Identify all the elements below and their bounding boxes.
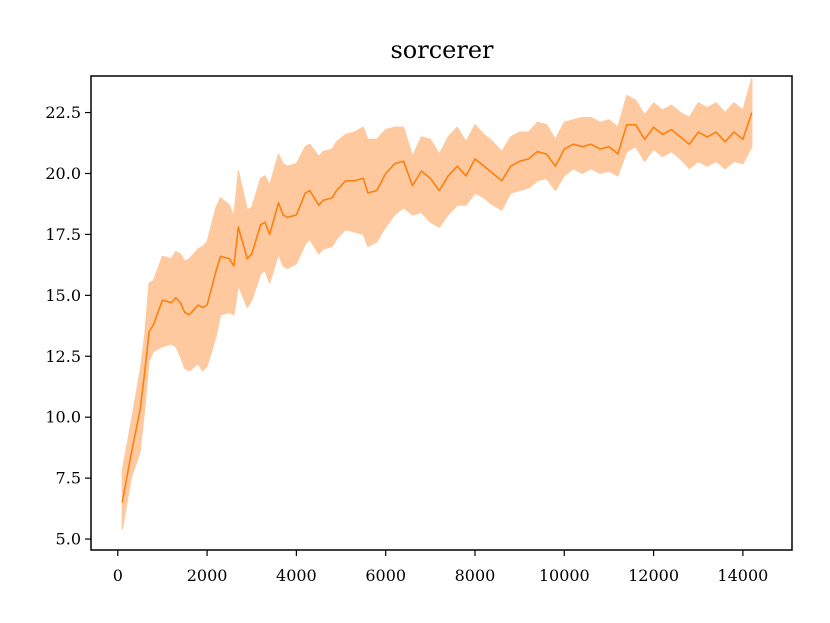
confidence-band-layer bbox=[121, 77, 753, 530]
x-axis: 0 2000 4000 6000 8000 10000 12000 14000 bbox=[113, 550, 768, 585]
chart-title: sorcerer bbox=[390, 36, 494, 64]
plot-area-frame bbox=[90, 75, 793, 551]
y-tick-label: 5.0 bbox=[56, 530, 81, 549]
y-tick-label: 7.5 bbox=[56, 469, 81, 488]
x-tick-label: 6000 bbox=[365, 566, 406, 585]
y-tick-label: 17.5 bbox=[45, 225, 81, 244]
x-tick-label: 4000 bbox=[276, 566, 317, 585]
y-axis: 5.0 7.5 10.0 12.5 15.0 17.5 20.0 22.5 bbox=[45, 103, 91, 549]
x-tick-label: 0 bbox=[113, 566, 123, 585]
y-tick-label: 10.0 bbox=[45, 408, 81, 427]
y-tick-label: 22.5 bbox=[45, 103, 81, 122]
mean-line-layer bbox=[121, 112, 753, 503]
y-tick-label: 20.0 bbox=[45, 164, 81, 183]
x-tick-label: 2000 bbox=[187, 566, 228, 585]
mean-line bbox=[121, 112, 753, 503]
x-tick-label: 8000 bbox=[455, 566, 496, 585]
x-tick-label: 14000 bbox=[717, 566, 768, 585]
y-tick-label: 12.5 bbox=[45, 347, 81, 366]
x-tick-label: 12000 bbox=[628, 566, 679, 585]
y-tick-label: 15.0 bbox=[45, 286, 81, 305]
x-tick-label: 10000 bbox=[539, 566, 590, 585]
confidence-band bbox=[121, 77, 753, 530]
